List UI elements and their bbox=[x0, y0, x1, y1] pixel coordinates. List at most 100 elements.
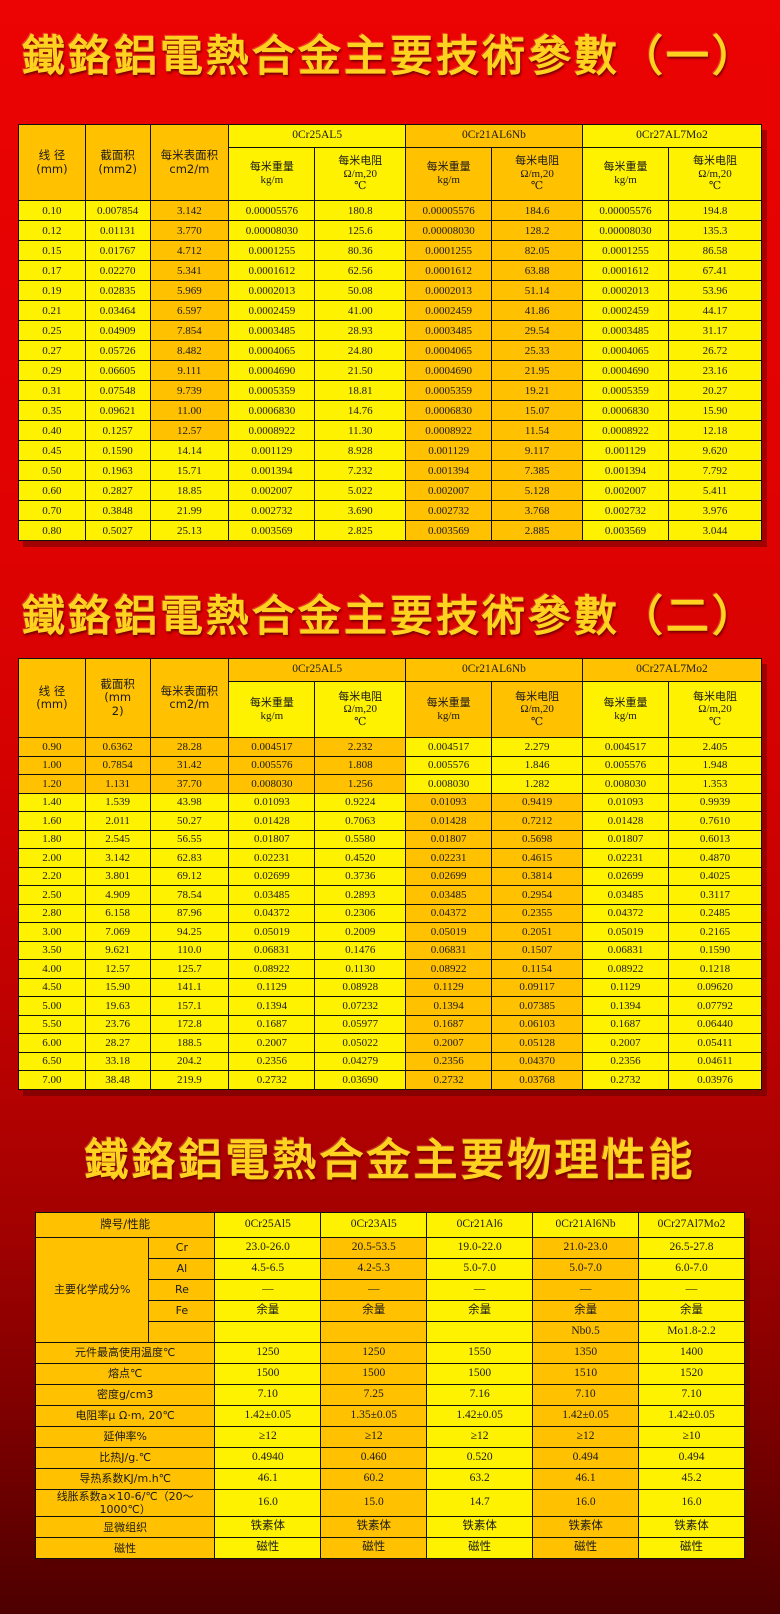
cell: 0.40 bbox=[18, 420, 86, 441]
table-row: 0.12 0.01131 3.770 0.00008030 125.6 0.0000803… bbox=[18, 220, 762, 241]
table-row: 电阻率μ Ω·m, 20℃ 1.42±0.05 1.35±0.05 1.42±0.05… bbox=[34, 1405, 745, 1427]
alloy-column-header: 0Cr23Al5 bbox=[320, 1212, 428, 1238]
cell: 0.0004690 bbox=[228, 360, 316, 381]
cell: 0.04279 bbox=[314, 1051, 407, 1071]
cell: 5.411 bbox=[668, 480, 762, 501]
cell: 0.001394 bbox=[581, 460, 670, 481]
cell: 0.001394 bbox=[228, 460, 316, 481]
cell: 12.18 bbox=[668, 420, 762, 441]
cell: 3.768 bbox=[491, 500, 583, 521]
cell: 2.279 bbox=[491, 737, 583, 757]
table-row: 2.00 3.142 62.83 0.02231 0.4520 0.02231 0.4615… bbox=[18, 848, 762, 868]
cell: 0.494 bbox=[638, 1447, 745, 1469]
table-row: 导热系数KJ/m.h℃ 46.1 60.2 63.2 46.1 45.2 bbox=[34, 1468, 745, 1490]
cell: 33.18 bbox=[84, 1051, 151, 1071]
cell: 0.0002459 bbox=[405, 300, 493, 321]
cell: 1.00 bbox=[18, 755, 86, 775]
cell: 63.88 bbox=[491, 260, 583, 281]
cell: 0.0008922 bbox=[405, 420, 493, 441]
cell: 0.2007 bbox=[581, 1033, 670, 1053]
cross-section-header: 截面积 (mm 2) bbox=[84, 658, 151, 738]
cell: 0.1590 bbox=[668, 940, 762, 960]
cell: 0.1394 bbox=[228, 996, 316, 1016]
table-row: 6.00 28.27 188.5 0.2007 0.05022 0.2007 0.05128… bbox=[18, 1033, 762, 1053]
cell: 2.00 bbox=[18, 848, 86, 868]
cell: 194.8 bbox=[668, 200, 762, 221]
cell: 0.0006830 bbox=[405, 400, 493, 421]
cell: 0.5027 bbox=[84, 520, 151, 541]
cell: 3.142 bbox=[149, 200, 230, 221]
cell: 46.1 bbox=[214, 1468, 322, 1490]
cell: 0.2356 bbox=[405, 1051, 493, 1071]
cell: 0.005576 bbox=[228, 755, 316, 775]
cell: 0.0003485 bbox=[405, 320, 493, 341]
cell: 184.6 bbox=[491, 200, 583, 221]
chem-element-label: Re bbox=[148, 1279, 216, 1301]
cell: ≥12 bbox=[426, 1426, 534, 1448]
cell: 1.42±0.05 bbox=[214, 1405, 322, 1427]
surface-area-header: 每米表面积 cm2/m bbox=[149, 658, 230, 738]
cell: 80.36 bbox=[314, 240, 407, 261]
cell: 21.99 bbox=[149, 500, 230, 521]
cell: 0.9224 bbox=[314, 792, 407, 812]
cell: 0.06605 bbox=[84, 360, 151, 381]
cell: 56.55 bbox=[149, 829, 230, 849]
cell: 7.854 bbox=[149, 320, 230, 341]
cell: 41.00 bbox=[314, 300, 407, 321]
cell: 6.158 bbox=[84, 903, 151, 923]
table-row: 2.50 4.909 78.54 0.03485 0.2893 0.03485 0.2954… bbox=[18, 885, 762, 905]
cell: 0.2165 bbox=[668, 922, 762, 942]
cell: 0.01428 bbox=[581, 811, 670, 831]
cell: 24.80 bbox=[314, 340, 407, 361]
cell: 19.21 bbox=[491, 380, 583, 401]
cell: 0.7854 bbox=[84, 755, 151, 775]
table-row: 0.25 0.04909 7.854 0.0003485 28.93 0.0003485 2… bbox=[18, 320, 762, 341]
cell: 1250 bbox=[214, 1342, 322, 1364]
page-title-physical-properties: 鐵鉻鋁電熱合金主要物理性能 bbox=[84, 1135, 696, 1186]
alloy-group-header: 0Cr25AL5 bbox=[228, 124, 407, 148]
table-row: 0.70 0.3848 21.99 0.002732 3.690 0.002732 3.76… bbox=[18, 500, 762, 521]
cell: 0.27 bbox=[18, 340, 86, 361]
cell: 0.2485 bbox=[668, 903, 762, 923]
cell: 0.06831 bbox=[405, 940, 493, 960]
cell: 6.50 bbox=[18, 1051, 86, 1071]
cell: ≥12 bbox=[320, 1426, 428, 1448]
cell: ≥12 bbox=[532, 1426, 640, 1448]
cell: 0.07232 bbox=[314, 996, 407, 1016]
cell: 1.131 bbox=[84, 774, 151, 794]
property-label: 电阻率μ Ω·m, 20℃ bbox=[34, 1405, 216, 1427]
alloy-column-header: 0Cr27Al7Mo2 bbox=[638, 1212, 745, 1238]
cell: 铁素体 bbox=[426, 1516, 534, 1539]
cell: 1.80 bbox=[18, 829, 86, 849]
cell: 0.3117 bbox=[668, 885, 762, 905]
cell: 0.1130 bbox=[314, 959, 407, 979]
chem-group-label: 主要化学成分% bbox=[34, 1237, 150, 1343]
cell: 78.54 bbox=[149, 885, 230, 905]
cell: 0.02699 bbox=[581, 866, 670, 886]
cell: 2.20 bbox=[18, 866, 86, 886]
cell: 3.801 bbox=[84, 866, 151, 886]
cell: 0.002732 bbox=[405, 500, 493, 521]
cell: 1.35±0.05 bbox=[320, 1405, 428, 1427]
cell: 0.0004065 bbox=[581, 340, 670, 361]
cell: 28.28 bbox=[149, 737, 230, 757]
cell: 60.2 bbox=[320, 1468, 428, 1490]
property-label: 熔点℃ bbox=[34, 1363, 216, 1385]
cell: 0.01093 bbox=[581, 792, 670, 812]
cell: 3.50 bbox=[18, 940, 86, 960]
table-row: 线胀系数a×10-6/℃（20～1000℃） 16.0 15.0 14.7 16.0 16… bbox=[34, 1488, 745, 1518]
cell: 0.2356 bbox=[228, 1051, 316, 1071]
cell: 余量 bbox=[214, 1300, 322, 1322]
table-row: 3.50 9.621 110.0 0.06831 0.1476 0.06831 0.1507… bbox=[18, 940, 762, 960]
tech-params-table-1: 线 径 (mm) 截面积 (mm2) 每米表面积 cm2/m 0Cr25AL5 … bbox=[18, 124, 763, 541]
cell: 0.002732 bbox=[228, 500, 316, 521]
cell: 63.2 bbox=[426, 1468, 534, 1490]
table-row: 5.00 19.63 157.1 0.1394 0.07232 0.1394 0.07385… bbox=[18, 996, 762, 1016]
cell: 50.27 bbox=[149, 811, 230, 831]
cell bbox=[426, 1321, 534, 1343]
chem-element-label: Al bbox=[148, 1258, 216, 1280]
cell: 0.008030 bbox=[405, 774, 493, 794]
cell: 0.45 bbox=[18, 440, 86, 461]
cell: — bbox=[532, 1279, 640, 1301]
alloy-group-header: 0Cr21AL6Nb bbox=[405, 124, 583, 148]
